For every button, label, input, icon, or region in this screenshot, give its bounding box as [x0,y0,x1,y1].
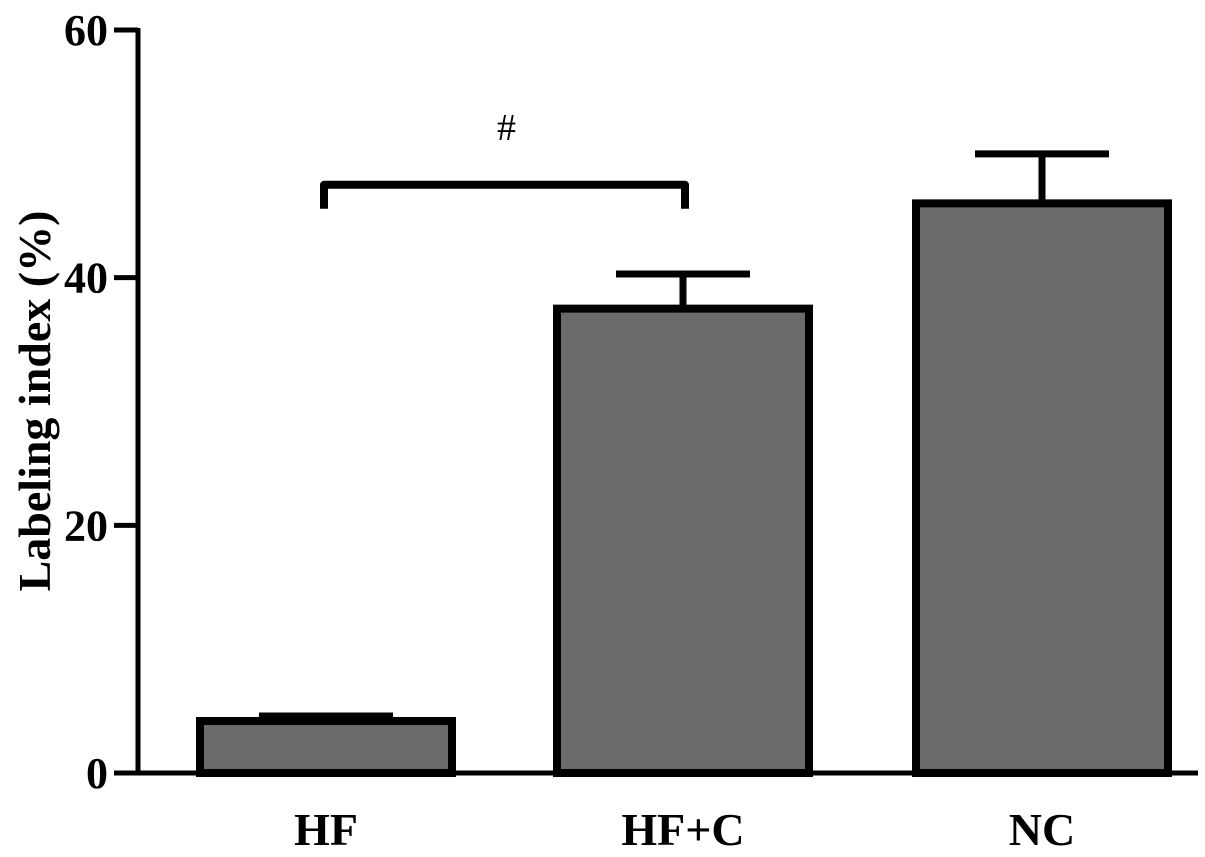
x-categories-layer: HF HF+C NC [294,804,1075,855]
y-tick-label-0: 0 [86,749,108,798]
x-tick-label-hf-c: HF+C [621,804,744,855]
x-tick-label-nc: NC [1009,804,1075,855]
bar-nc [912,199,1172,778]
bar-hf [196,716,456,777]
error-bars-layer [259,150,1109,721]
significance-marker: # [497,107,516,149]
x-tick-label-hf: HF [294,804,358,855]
y-tick-label-40: 40 [64,254,108,303]
bar-hf-c [553,304,813,777]
annotations-layer: # [320,107,689,209]
error-bar-hf-c [616,270,750,309]
error-bar-hf [259,712,393,721]
y-ticks-layer: 0 20 40 60 [64,6,138,798]
error-bar-nc [975,150,1109,204]
y-axis-label: Labeling index (%) [9,211,60,592]
y-tick-label-20: 20 [64,501,108,550]
y-tick-label-60: 60 [64,6,108,55]
significance-bracket [320,180,689,209]
axes-layer [135,28,1198,776]
